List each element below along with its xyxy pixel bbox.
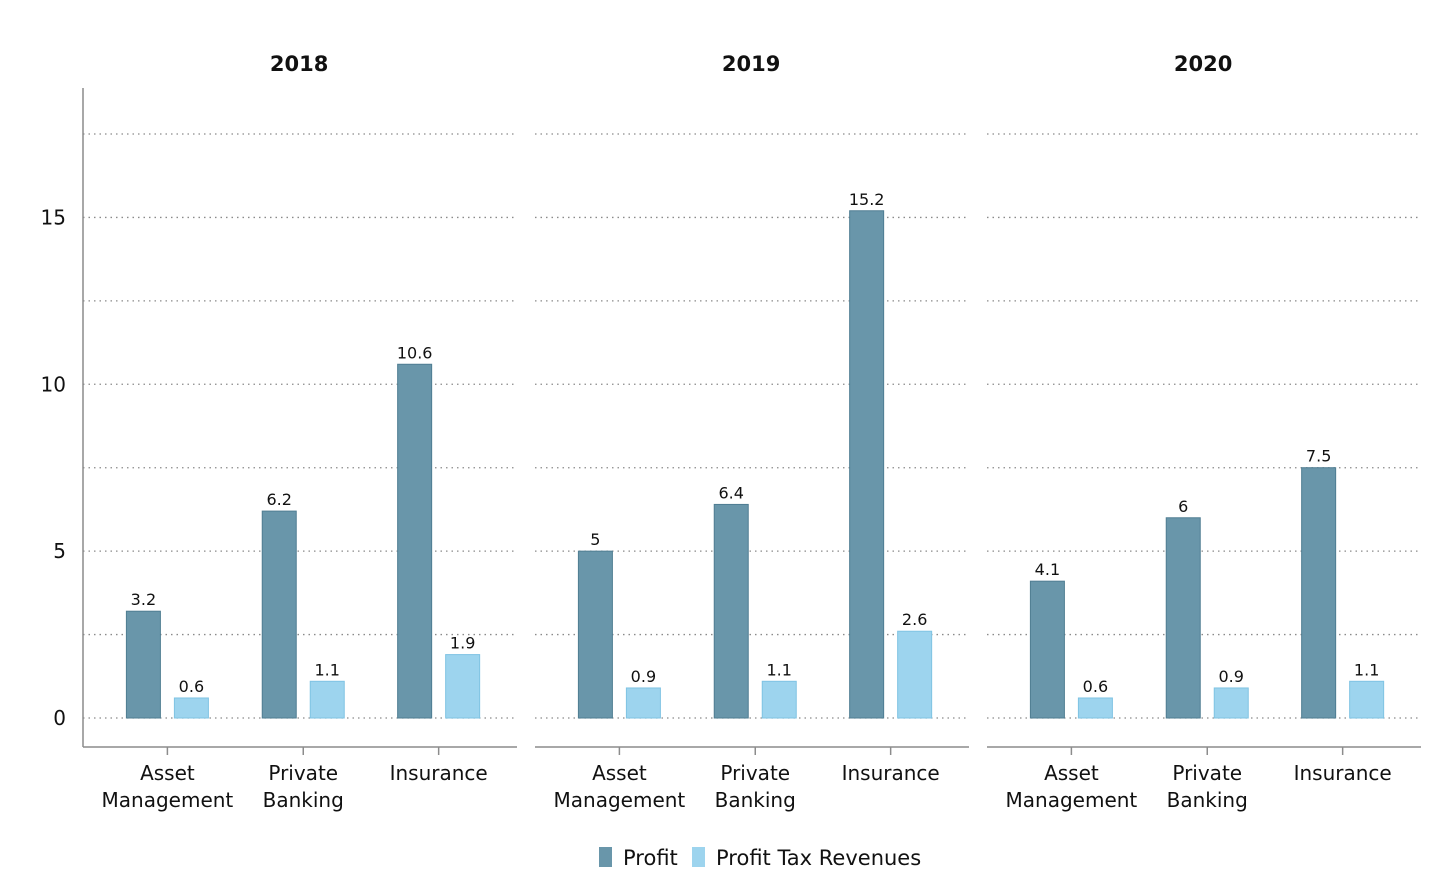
legend-label: Profit Tax Revenues	[716, 846, 921, 870]
data-label: 7.5	[1306, 447, 1331, 466]
y-tick-label: 0	[53, 706, 66, 730]
bar-profit-tax-revenues	[1349, 680, 1385, 719]
legend-label: Profit	[623, 846, 678, 870]
bar-profit-tax-revenues	[761, 680, 797, 719]
data-label: 3.2	[131, 590, 156, 609]
category-label: Asset	[592, 761, 647, 785]
data-label: 6.4	[719, 483, 744, 502]
panel-title: 2020	[1174, 52, 1232, 76]
category-label: Banking	[1167, 788, 1248, 812]
data-label: 1.1	[767, 660, 792, 679]
category-label: Private	[720, 761, 790, 785]
bar-profit	[397, 363, 433, 719]
bar-profit	[261, 510, 297, 719]
data-label: 0.9	[1219, 667, 1244, 686]
bar-profit	[1165, 517, 1201, 719]
data-label: 0.6	[179, 677, 204, 696]
data-label: 1.1	[315, 660, 340, 679]
y-tick-label: 15	[41, 205, 66, 229]
bar-profit	[577, 550, 613, 719]
bar-profit-tax-revenues	[309, 680, 345, 719]
y-tick-label: 10	[41, 372, 66, 396]
data-label: 10.6	[397, 343, 433, 362]
legend-swatch-profit-tax-revenues	[692, 847, 705, 867]
category-label: Insurance	[1294, 761, 1392, 785]
bar-profit	[1301, 467, 1337, 719]
bar-profit-tax-revenues	[897, 630, 933, 719]
bar-profit-tax-revenues	[1213, 687, 1249, 719]
category-label: Asset	[140, 761, 195, 785]
category-label: Insurance	[390, 761, 488, 785]
category-label: Private	[268, 761, 338, 785]
data-label: 4.1	[1035, 560, 1060, 579]
category-label: Management	[554, 788, 686, 812]
bar-profit	[849, 210, 885, 719]
data-label: 1.9	[450, 634, 475, 653]
panel-title: 2019	[722, 52, 780, 76]
bar-profit	[713, 503, 749, 719]
bar-profit-tax-revenues	[625, 687, 661, 719]
bar-profit	[125, 610, 161, 719]
category-label: Asset	[1044, 761, 1099, 785]
bar-profit	[1029, 580, 1065, 719]
legend-swatch-profit	[599, 847, 612, 867]
data-label: 0.9	[631, 667, 656, 686]
data-label: 1.1	[1354, 660, 1379, 679]
bar-profit-tax-revenues	[1077, 697, 1113, 719]
category-label: Management	[1006, 788, 1138, 812]
data-label: 5	[590, 530, 600, 549]
data-label: 2.6	[902, 610, 927, 629]
data-label: 0.6	[1083, 677, 1108, 696]
data-label: 6.2	[267, 490, 292, 509]
category-label: Private	[1172, 761, 1242, 785]
category-label: Banking	[715, 788, 796, 812]
category-label: Management	[102, 788, 234, 812]
category-label: Insurance	[842, 761, 940, 785]
data-label: 15.2	[849, 190, 885, 209]
y-tick-label: 5	[53, 539, 66, 563]
category-label: Banking	[263, 788, 344, 812]
bar-profit-tax-revenues	[173, 697, 209, 719]
bar-profit-tax-revenues	[445, 654, 481, 719]
data-label: 6	[1178, 497, 1188, 516]
panel-title: 2018	[270, 52, 328, 76]
